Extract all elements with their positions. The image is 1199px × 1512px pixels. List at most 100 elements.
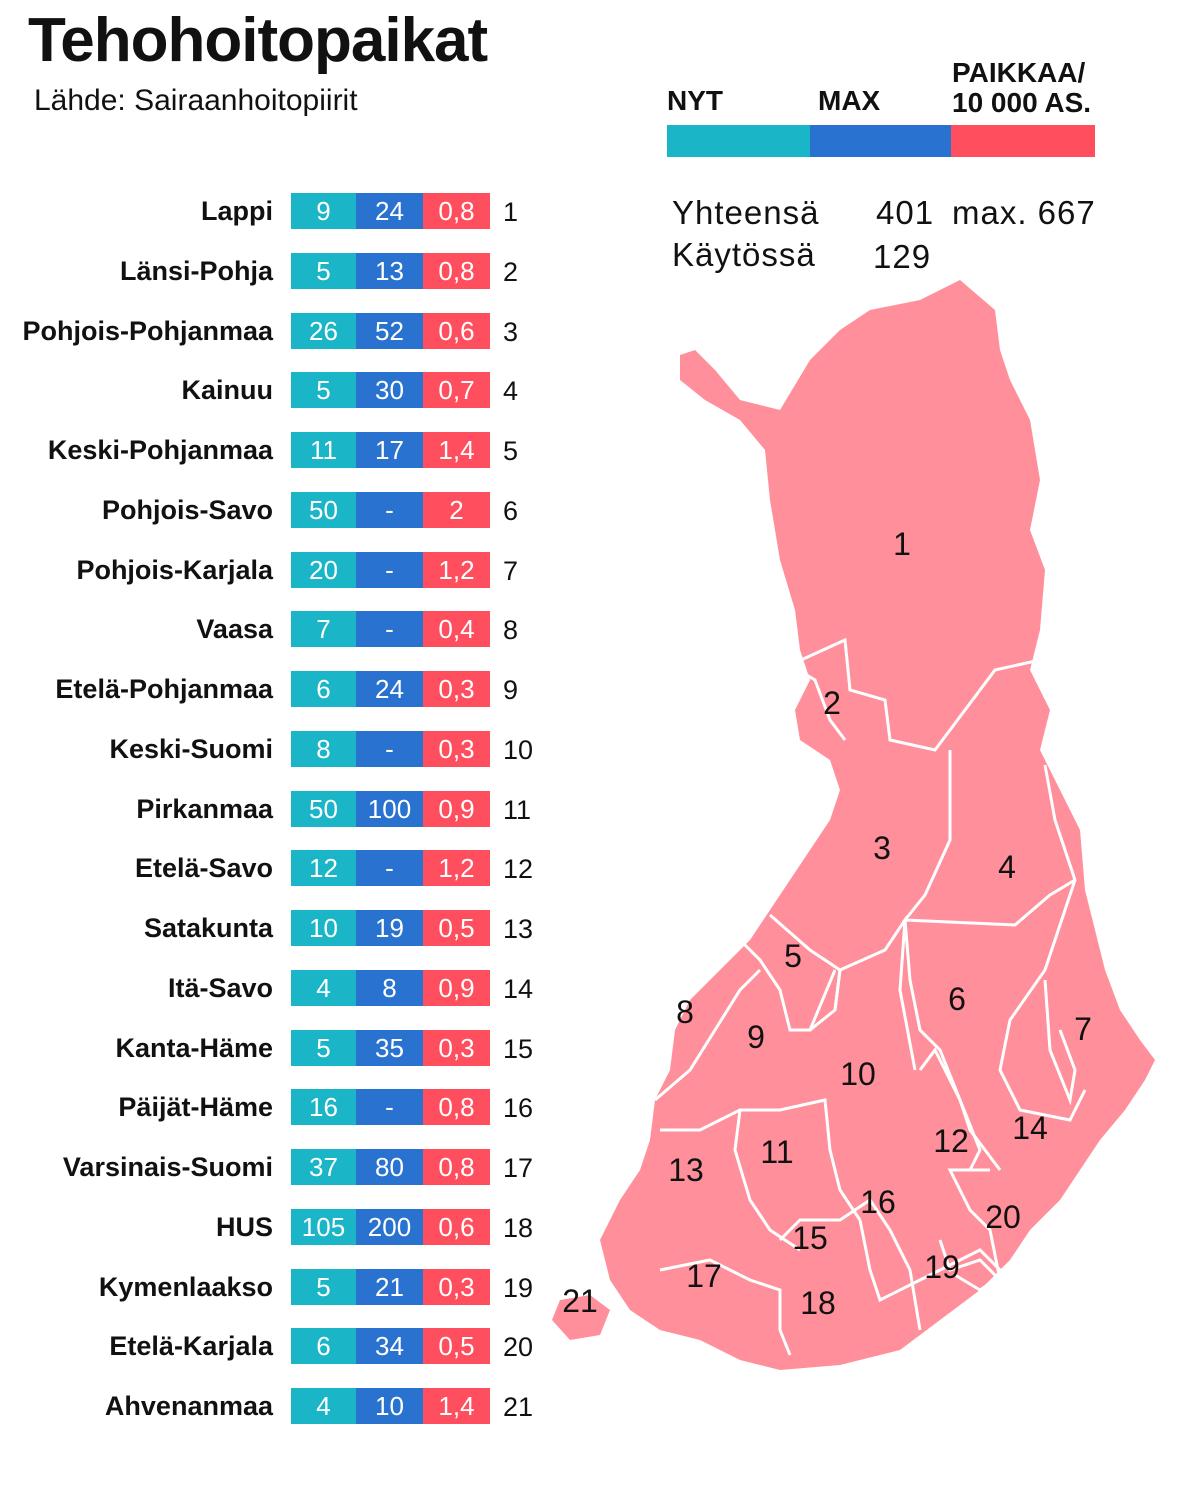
district-name: Kanta-Häme (115, 1032, 273, 1063)
map-district-number: 15 (792, 1220, 828, 1256)
max-value: - (356, 551, 423, 588)
district-number: 5 (503, 436, 519, 466)
map-district-number: 13 (668, 1152, 704, 1188)
district-border (918, 1047, 982, 1171)
total-value: 401 (876, 194, 935, 231)
district-number: 12 (503, 854, 534, 885)
district-name: Pohjois-Pohjanmaa (22, 315, 273, 346)
source-note: Lähde: Sairaanhoitopiirit (34, 84, 358, 117)
max-value: 8 (356, 969, 423, 1006)
max-value: 35 (356, 1029, 423, 1066)
district-number: 20 (503, 1332, 534, 1363)
map-district-number: 2 (823, 685, 841, 721)
legend-label-per-capita: PAIKKAA/ 10 000 AS. (952, 58, 1112, 118)
district-border (659, 1258, 792, 1356)
district-row: Varsinais-Suomi 37 80 0,8 17 (0, 1149, 560, 1185)
district-name: Etelä-Pohjanmaa (55, 674, 273, 704)
total-max: max. 667 (952, 194, 1096, 231)
per-capita-value: 0,4 (423, 611, 490, 648)
max-value: 34 (356, 1328, 423, 1365)
district-border (789, 637, 1041, 752)
district-number: 7 (503, 555, 519, 586)
district-name: Keski-Pohjanmaa (47, 435, 273, 465)
in-use-value: 129 (873, 238, 932, 275)
district-row: Etelä-Pohjanmaa 6 24 0,3 9 (0, 671, 560, 707)
total-label: Yhteensä (672, 194, 820, 231)
max-value: 24 (356, 671, 423, 707)
in-use-label: Käytössä (672, 236, 816, 273)
max-value: 17 (356, 432, 423, 468)
district-name: Pohjois-Savo (101, 494, 273, 525)
nyt-value: 6 (291, 671, 356, 707)
map-district-number: 8 (676, 994, 694, 1030)
district-number: 6 (503, 495, 519, 526)
district-number: 17 (503, 1153, 534, 1183)
district-row: Pirkanmaa 50 100 0,9 11 (0, 790, 560, 827)
district-row: Keski-Suomi 8-0,3 10 (0, 730, 560, 767)
max-value: - (356, 611, 423, 648)
nyt-value: 50 (291, 790, 356, 827)
district-number: 21 (503, 1392, 534, 1422)
district-number: 1 (503, 197, 519, 227)
nyt-value: 5 (291, 252, 356, 289)
district-name: Etelä-Karjala (109, 1331, 273, 1362)
district-row: Etelä-Savo 12-1,2 12 (0, 850, 560, 887)
per-capita-value: 0,5 (423, 910, 490, 946)
max-value: 80 (356, 1149, 423, 1185)
nyt-value: 26 (291, 312, 356, 349)
legend-swatch-nyt (667, 125, 810, 157)
district-number: 15 (503, 1033, 534, 1064)
per-capita-value: 0,9 (423, 790, 490, 827)
district-name: Ahvenanmaa (104, 1391, 273, 1421)
district-border (789, 663, 847, 741)
map-district-number: 17 (686, 1258, 722, 1294)
district-row: HUS 105 200 0,6 18 (0, 1208, 560, 1245)
district-number: 3 (503, 316, 519, 347)
district-name: HUS (215, 1211, 273, 1242)
map-landmass (552, 1295, 610, 1340)
map-district-number: 19 (924, 1249, 960, 1285)
per-capita-value: 0,3 (423, 1029, 490, 1066)
max-value: - (356, 730, 423, 767)
district-name: Lappi (201, 196, 273, 226)
nyt-value: 5 (291, 1029, 356, 1066)
district-row: Etelä-Karjala 6 34 0,5 20 (0, 1328, 560, 1365)
district-row: Länsi-Pohja 5 13 0,8 2 (0, 252, 560, 289)
map-district-number: 4 (998, 849, 1016, 885)
district-number: 10 (503, 734, 534, 765)
nyt-value: 7 (291, 611, 356, 648)
district-name: Keski-Suomi (109, 733, 273, 764)
district-number: 13 (503, 914, 534, 944)
nyt-value: 20 (291, 551, 356, 588)
per-capita-value: 0,7 (423, 372, 490, 409)
district-number: 2 (503, 256, 519, 287)
map-district-number: 14 (1012, 1110, 1048, 1146)
district-border (898, 919, 917, 1071)
per-capita-value: 0,6 (423, 312, 490, 349)
map-district-number: 6 (948, 981, 966, 1017)
district-number: 19 (503, 1272, 534, 1303)
map-district-number: 3 (873, 830, 891, 866)
district-border (954, 1229, 1087, 1292)
map-district-number: 10 (840, 1056, 876, 1092)
map-district-number: 21 (562, 1283, 598, 1319)
district-row: Pohjois-Karjala 20-1,2 7 (0, 551, 560, 588)
district-name: Etelä-Savo (134, 853, 273, 884)
per-capita-value: 0,8 (423, 193, 490, 229)
nyt-value: 11 (291, 432, 356, 468)
map-district-number: 16 (860, 1184, 896, 1220)
district-name: Itä-Savo (167, 972, 273, 1003)
map-district-number: 18 (800, 1285, 836, 1321)
max-value: - (356, 850, 423, 887)
map-district-number: 9 (747, 1019, 765, 1055)
district-row: Itä-Savo 4 8 0,9 14 (0, 969, 560, 1006)
map-district-number: 20 (985, 1199, 1021, 1235)
district-name: Pirkanmaa (136, 793, 273, 824)
max-value: 21 (356, 1268, 423, 1305)
per-capita-value: 0,6 (423, 1208, 490, 1245)
nyt-value: 10 (291, 910, 356, 946)
map-regions (552, 280, 1155, 1370)
nyt-value: 16 (291, 1089, 356, 1126)
legend-swatch-max (810, 125, 951, 157)
